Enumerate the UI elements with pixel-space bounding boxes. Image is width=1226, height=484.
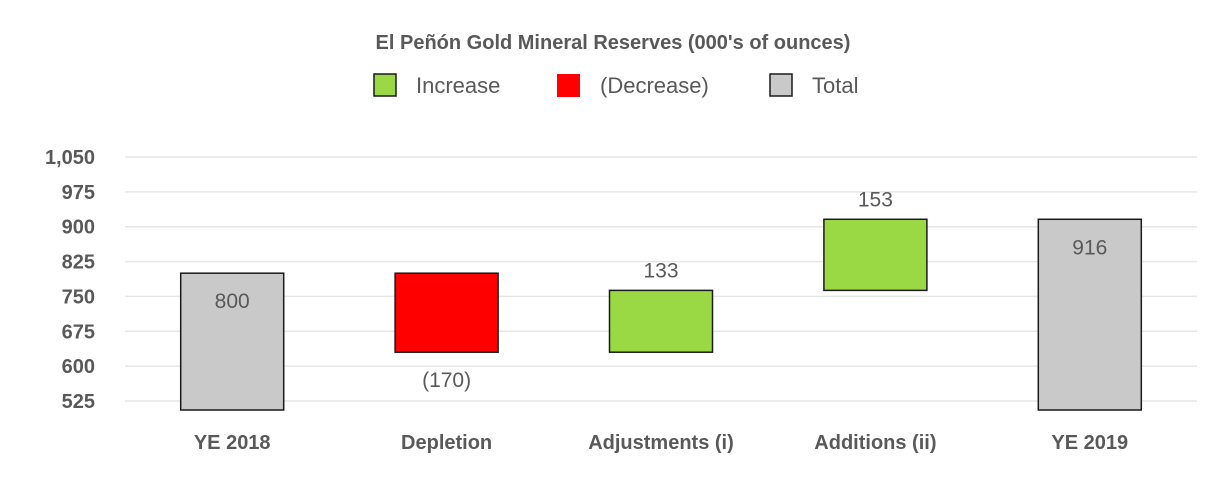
data-label: 153 xyxy=(858,188,893,211)
bar-total xyxy=(179,272,285,411)
y-tick-label: 750 xyxy=(62,286,95,308)
y-tick-label: 900 xyxy=(62,217,95,239)
bar-increase xyxy=(823,218,928,292)
legend: Increase (Decrease) Total xyxy=(373,73,858,98)
legend-label-increase: Increase xyxy=(416,73,500,98)
x-axis-ticks: YE 2018 Depletion Adjustments (i) Additions… xyxy=(194,432,1128,454)
bar-decrease xyxy=(394,272,499,353)
y-tick-label: 525 xyxy=(62,391,95,413)
y-tick-label: 1,050 xyxy=(45,147,95,169)
data-label: 133 xyxy=(643,259,678,282)
bars xyxy=(179,218,1143,411)
y-axis-ticks: 525 600 675 750 825 900 975 1,050 xyxy=(45,147,95,413)
legend-swatch-increase xyxy=(373,73,397,97)
y-tick-label: 975 xyxy=(62,182,95,204)
data-label: (170) xyxy=(422,369,471,392)
y-tick-label: 675 xyxy=(62,321,95,343)
bar-increase xyxy=(608,289,714,353)
data-label: 800 xyxy=(215,290,250,313)
x-tick-label: Adjustments (i) xyxy=(588,432,734,454)
y-tick-label: 825 xyxy=(62,252,95,274)
y-tick-label: 600 xyxy=(62,356,95,378)
x-tick-label: Depletion xyxy=(401,432,492,454)
legend-swatch-total xyxy=(769,73,793,97)
legend-label-total: Total xyxy=(812,73,858,98)
x-tick-label: YE 2018 xyxy=(194,432,271,454)
data-label: 916 xyxy=(1072,236,1107,259)
data-labels: 800 (170) 133 153 916 xyxy=(215,188,1108,392)
legend-label-decrease: (Decrease) xyxy=(600,73,709,98)
legend-swatch-decrease xyxy=(557,74,580,97)
x-tick-label: Additions (ii) xyxy=(814,432,936,454)
x-tick-label: YE 2019 xyxy=(1051,432,1128,454)
chart-title: El Peñón Gold Mineral Reserves (000's of… xyxy=(376,32,851,54)
bar-total xyxy=(1037,218,1143,411)
